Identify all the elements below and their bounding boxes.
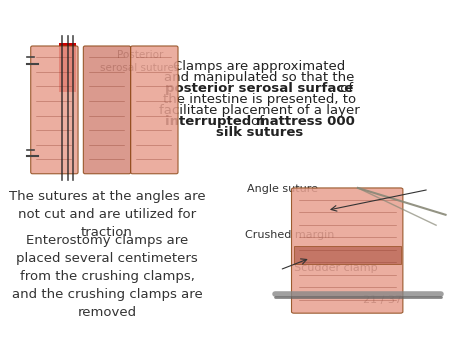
Text: Enterostomy clamps are
placed several centimeters
from the crushing clamps,
and : Enterostomy clamps are placed several ce…	[12, 234, 202, 319]
Text: Clamps are approximated: Clamps are approximated	[173, 60, 346, 73]
FancyBboxPatch shape	[131, 46, 178, 174]
Text: Scudder clamp: Scudder clamp	[294, 263, 378, 273]
Text: of: of	[166, 82, 353, 95]
Text: the intestine is presented, to: the intestine is presented, to	[163, 93, 356, 106]
Bar	[59, 43, 76, 92]
Text: Angle suture: Angle suture	[246, 184, 318, 194]
Text: serosal sutures: serosal sutures	[100, 63, 180, 73]
Text: posterior serosal surface: posterior serosal surface	[165, 82, 354, 95]
Text: silk sutures: silk sutures	[216, 126, 303, 139]
Text: interrupted mattress 000: interrupted mattress 000	[164, 115, 355, 128]
Text: and manipulated so that the: and manipulated so that the	[164, 71, 355, 84]
Text: The sutures at the angles are
not cut and are utilized for
traction: The sutures at the angles are not cut an…	[9, 190, 205, 239]
Text: of: of	[251, 115, 268, 128]
FancyBboxPatch shape	[292, 188, 403, 313]
FancyBboxPatch shape	[31, 46, 78, 174]
Text: Posterior: Posterior	[117, 50, 163, 60]
FancyBboxPatch shape	[294, 246, 401, 264]
Text: 21 / 37: 21 / 37	[363, 295, 402, 305]
Text: facilitate placement of a layer: facilitate placement of a layer	[159, 104, 360, 117]
Text: Crushed margin: Crushed margin	[245, 230, 334, 240]
FancyBboxPatch shape	[83, 46, 131, 174]
